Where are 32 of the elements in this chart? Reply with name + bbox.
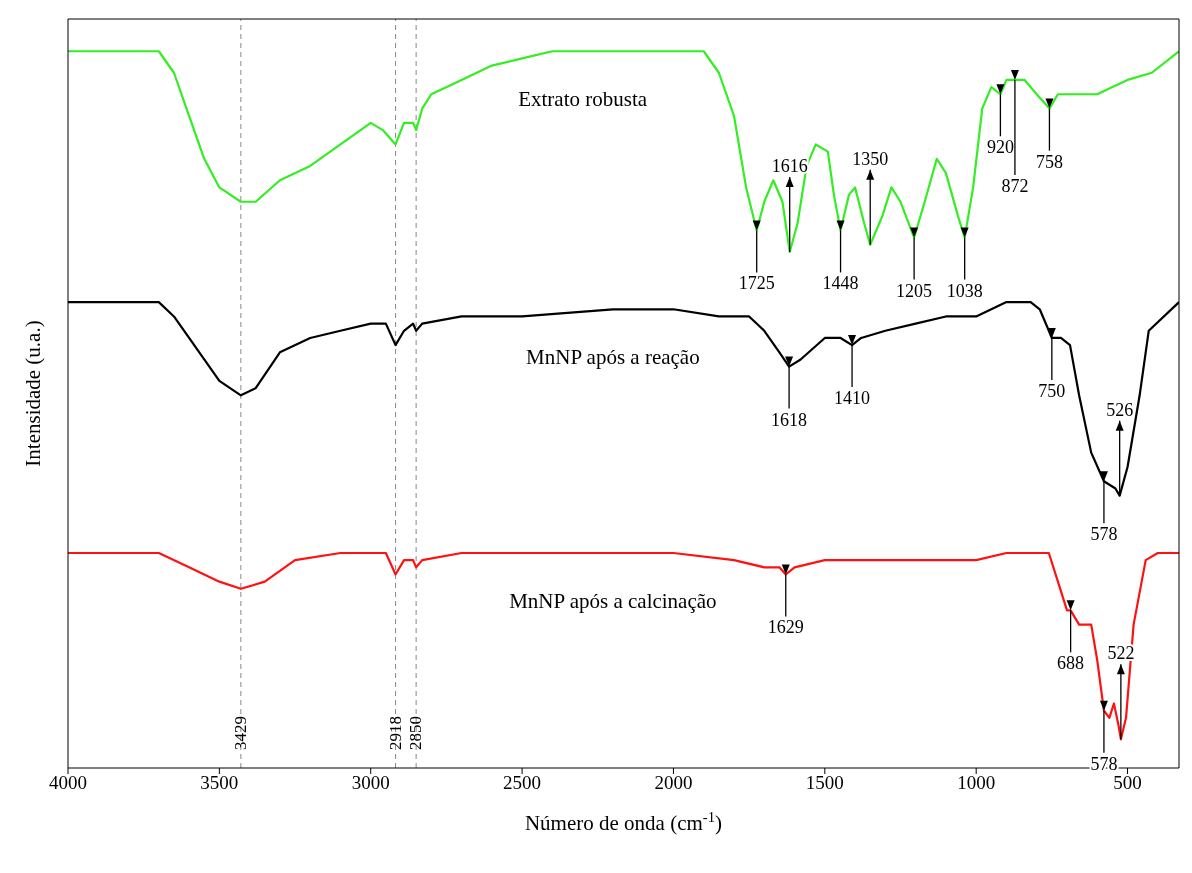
- series-label: Extrato robusta: [518, 87, 648, 112]
- annotation: 688: [1057, 653, 1085, 674]
- annotation: 578: [1090, 524, 1118, 545]
- ref-line-label: 2918: [385, 716, 405, 750]
- annotation: 872: [1001, 175, 1029, 196]
- x-tick-label: 4000: [49, 772, 87, 794]
- annotation: 1448: [822, 273, 859, 294]
- annotation: 1038: [946, 280, 983, 301]
- x-tick-label: 1500: [805, 772, 844, 794]
- annotation: 526: [1106, 399, 1134, 420]
- annotation: 1205: [896, 280, 933, 301]
- x-tick-label: 500: [1113, 772, 1142, 794]
- annotation: 920: [986, 137, 1014, 158]
- series-label: MnNP após a reação: [526, 345, 700, 370]
- annotation: 1350: [852, 148, 889, 169]
- annotation: 578: [1090, 753, 1118, 774]
- x-tick-label: 1000: [957, 772, 996, 794]
- x-tick-label: 3000: [351, 772, 390, 794]
- annotation: 750: [1038, 380, 1066, 401]
- annotation: 1629: [767, 617, 804, 638]
- y-axis-title: Intensidade (u.a.): [21, 320, 46, 467]
- ref-line-label: 2850: [406, 716, 426, 750]
- x-tick-label: 2000: [654, 772, 693, 794]
- annotation: 1410: [834, 388, 871, 409]
- annotation: 1725: [738, 273, 775, 294]
- annotation: 1618: [771, 409, 808, 430]
- x-tick-label: 2500: [503, 772, 542, 794]
- x-axis-title: Número de onda (cm$^{-1}$): [524, 809, 723, 835]
- ref-line-label: 3429: [230, 716, 250, 750]
- x-tick-label: 3500: [200, 772, 239, 794]
- annotation: 758: [1035, 151, 1063, 172]
- series-label: MnNP após a calcinação: [509, 588, 717, 613]
